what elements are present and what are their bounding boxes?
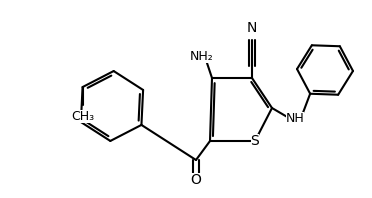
Text: CH₃: CH₃ — [71, 110, 94, 123]
Text: N: N — [247, 21, 257, 35]
Text: O: O — [190, 173, 201, 187]
Text: S: S — [251, 134, 259, 148]
Text: NH₂: NH₂ — [190, 50, 214, 63]
Text: NH: NH — [286, 111, 304, 125]
